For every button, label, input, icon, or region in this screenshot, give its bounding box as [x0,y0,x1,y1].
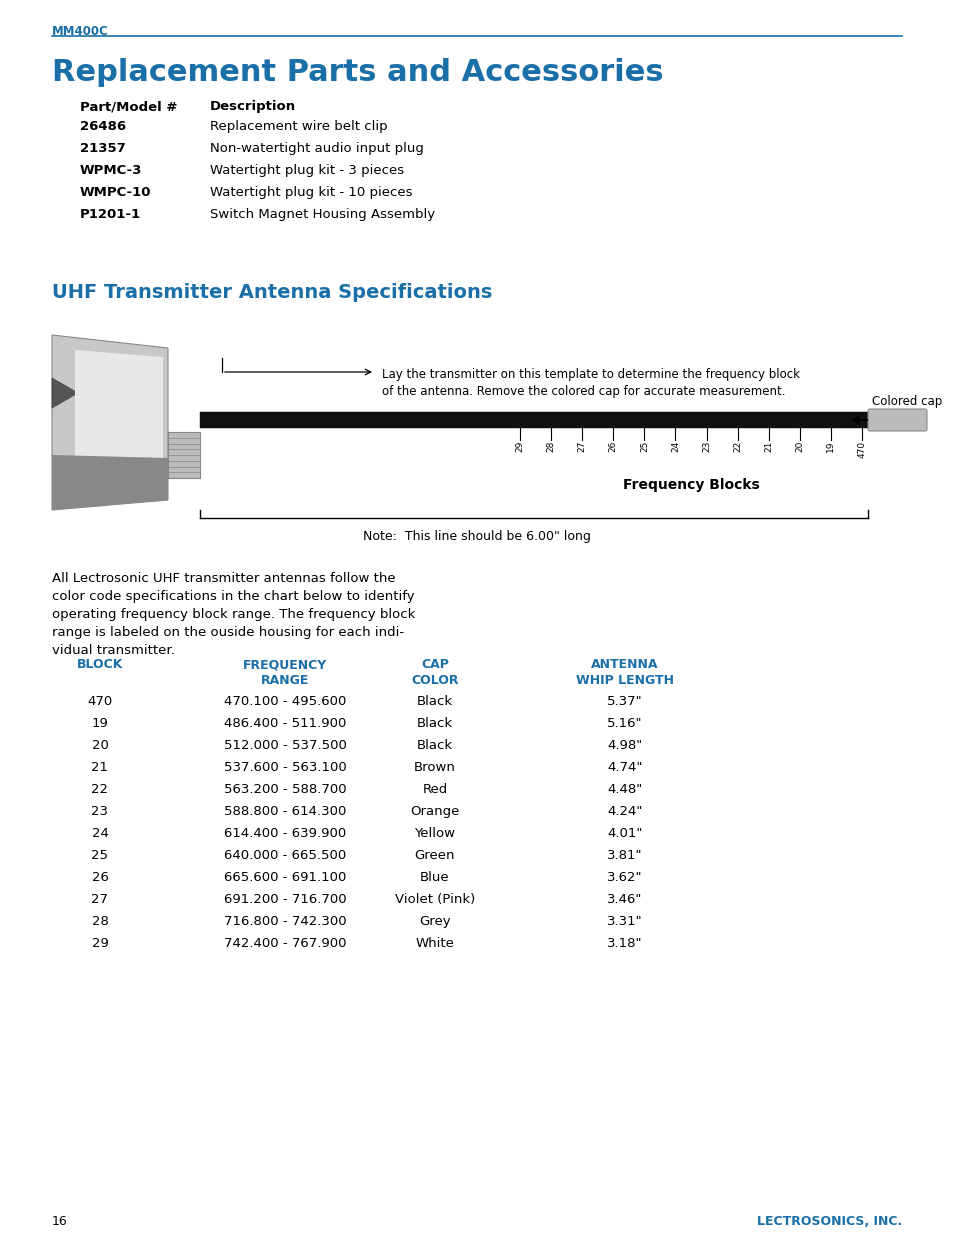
Text: 21: 21 [763,441,773,452]
Text: 28: 28 [546,441,555,452]
Polygon shape [52,454,168,510]
FancyBboxPatch shape [867,409,926,431]
Text: 3.31": 3.31" [606,915,642,927]
Text: 23: 23 [701,441,710,452]
Text: Grey: Grey [418,915,451,927]
Text: Black: Black [416,718,453,730]
Text: Yellow: Yellow [414,827,455,840]
Text: 4.48": 4.48" [607,783,642,797]
Text: 28: 28 [91,915,109,927]
Text: 563.200 - 588.700: 563.200 - 588.700 [223,783,346,797]
Polygon shape [75,350,163,496]
Text: 5.37": 5.37" [606,695,642,708]
Text: Violet (Pink): Violet (Pink) [395,893,475,906]
Text: 4.98": 4.98" [607,739,642,752]
Text: 19: 19 [91,718,109,730]
Text: 26486: 26486 [80,120,126,133]
Text: 4.01": 4.01" [607,827,642,840]
Text: All Lectrosonic UHF transmitter antennas follow the
color code specifications in: All Lectrosonic UHF transmitter antennas… [52,572,415,657]
Text: 742.400 - 767.900: 742.400 - 767.900 [224,937,346,950]
Text: 21: 21 [91,761,109,774]
Text: Watertight plug kit - 3 pieces: Watertight plug kit - 3 pieces [210,164,404,177]
Text: 3.81": 3.81" [607,848,642,862]
Text: 5.16": 5.16" [607,718,642,730]
Text: Replacement wire belt clip: Replacement wire belt clip [210,120,387,133]
Text: 29: 29 [515,441,524,452]
Text: Brown: Brown [414,761,456,774]
Text: Black: Black [416,695,453,708]
Text: 27: 27 [578,441,586,452]
Text: 512.000 - 537.500: 512.000 - 537.500 [223,739,346,752]
Text: Non-watertight audio input plug: Non-watertight audio input plug [210,142,423,156]
Text: 20: 20 [795,441,803,452]
Polygon shape [52,335,168,510]
Text: 20: 20 [91,739,109,752]
Text: White: White [416,937,454,950]
Text: Frequency Blocks: Frequency Blocks [622,478,759,492]
Text: Lay the transmitter on this template to determine the frequency block
of the ant: Lay the transmitter on this template to … [381,368,800,398]
Text: 537.600 - 563.100: 537.600 - 563.100 [223,761,346,774]
Text: Note:  This line should be 6.00" long: Note: This line should be 6.00" long [363,530,590,543]
Bar [168,432,200,478]
Text: 21357: 21357 [80,142,126,156]
Text: 470.100 - 495.600: 470.100 - 495.600 [224,695,346,708]
Text: 22: 22 [732,441,741,452]
Text: 25: 25 [91,848,109,862]
Text: 4.24": 4.24" [607,805,642,818]
Text: 24: 24 [91,827,109,840]
Text: 25: 25 [639,441,648,452]
Text: Red: Red [422,783,447,797]
Text: 486.400 - 511.900: 486.400 - 511.900 [224,718,346,730]
Text: CAP
COLOR: CAP COLOR [411,658,458,687]
Text: FREQUENCY
RANGE: FREQUENCY RANGE [243,658,327,687]
Text: 16: 16 [52,1215,68,1228]
Text: 26: 26 [608,441,618,452]
Text: Orange: Orange [410,805,459,818]
Text: LECTROSONICS, INC.: LECTROSONICS, INC. [756,1215,901,1228]
Text: Description: Description [210,100,295,112]
Text: Colored cap: Colored cap [871,395,942,408]
Text: 29: 29 [91,937,109,950]
Text: 614.400 - 639.900: 614.400 - 639.900 [224,827,346,840]
Text: 588.800 - 614.300: 588.800 - 614.300 [224,805,346,818]
Text: 470: 470 [857,441,865,458]
Text: 716.800 - 742.300: 716.800 - 742.300 [223,915,346,927]
Text: UHF Transmitter Antenna Specifications: UHF Transmitter Antenna Specifications [52,283,492,303]
Text: BLOCK: BLOCK [77,658,123,671]
Text: Blue: Blue [419,871,450,884]
Text: WPMC-3: WPMC-3 [80,164,142,177]
Text: 27: 27 [91,893,109,906]
Text: Watertight plug kit - 10 pieces: Watertight plug kit - 10 pieces [210,186,412,199]
Text: MM400C: MM400C [52,25,109,38]
Text: 3.18": 3.18" [607,937,642,950]
Text: 470: 470 [88,695,112,708]
Text: 22: 22 [91,783,109,797]
Text: 26: 26 [91,871,109,884]
Text: Replacement Parts and Accessories: Replacement Parts and Accessories [52,58,663,86]
Text: 665.600 - 691.100: 665.600 - 691.100 [224,871,346,884]
Text: 640.000 - 665.500: 640.000 - 665.500 [224,848,346,862]
Text: Part/Model #: Part/Model # [80,100,177,112]
Text: 691.200 - 716.700: 691.200 - 716.700 [223,893,346,906]
Text: 19: 19 [825,441,835,452]
Bar [200,412,867,429]
Text: 3.46": 3.46" [607,893,642,906]
Text: 4.74": 4.74" [607,761,642,774]
Text: P1201-1: P1201-1 [80,207,141,221]
Text: WMPC-10: WMPC-10 [80,186,152,199]
Polygon shape [52,378,78,408]
Text: 3.62": 3.62" [607,871,642,884]
Text: 24: 24 [670,441,679,452]
Text: Green: Green [415,848,455,862]
Text: 23: 23 [91,805,109,818]
Text: Switch Magnet Housing Assembly: Switch Magnet Housing Assembly [210,207,435,221]
Text: ANTENNA
WHIP LENGTH: ANTENNA WHIP LENGTH [576,658,673,687]
Text: Black: Black [416,739,453,752]
